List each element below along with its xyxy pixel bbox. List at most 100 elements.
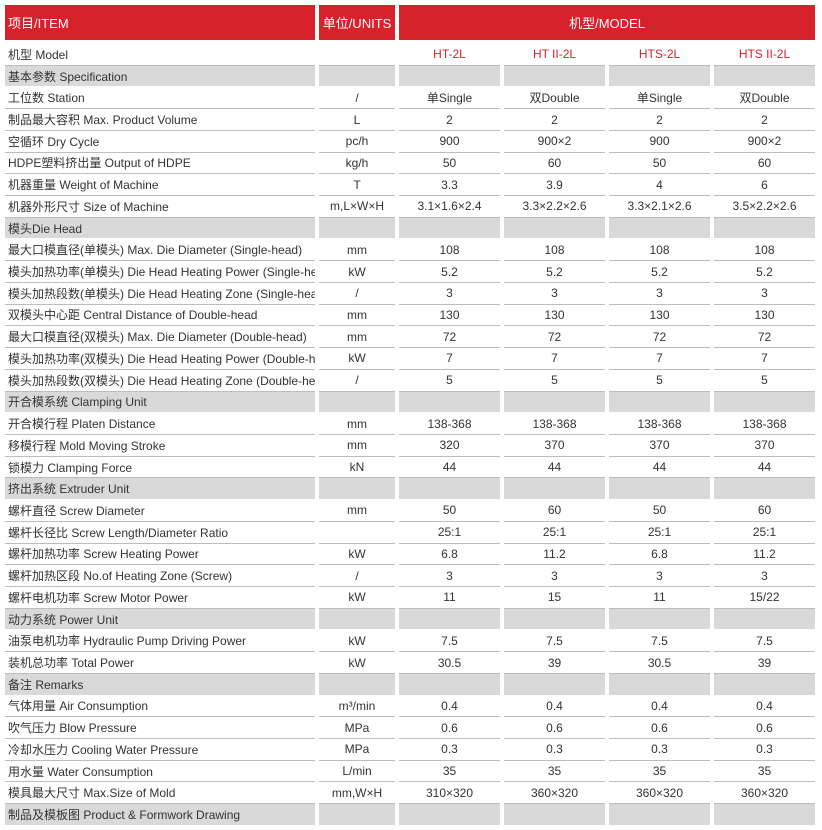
row-value: 72 (399, 326, 500, 349)
row-value: 360×320 (714, 782, 815, 805)
row-value: 370 (714, 435, 815, 457)
row-value: 0.6 (399, 717, 500, 740)
section-cell (399, 608, 500, 630)
row-unit: kW (319, 587, 395, 609)
row-value: 0.4 (504, 696, 605, 718)
row-value: 900 (609, 131, 710, 153)
row-value: 0.4 (399, 696, 500, 718)
header-model: 机型/MODEL (399, 5, 815, 40)
row-value: 0.3 (609, 739, 710, 761)
row-unit (319, 522, 395, 544)
row-value: 单Single (609, 87, 710, 110)
row-unit: mm (319, 435, 395, 457)
section-cell (609, 804, 710, 825)
row-value: 108 (504, 239, 605, 262)
row-label: 开合模行程 Platen Distance (5, 413, 315, 435)
row-value: 11.2 (504, 544, 605, 566)
row-value: 3.5×2.2×2.6 (714, 196, 815, 218)
row-label: HDPE塑料挤出量 Output of HDPE (5, 153, 315, 175)
row-value: 900 (399, 131, 500, 153)
row-value: 6.8 (609, 544, 710, 566)
row-value: 3 (609, 283, 710, 305)
row-unit: kg/h (319, 153, 395, 175)
row-value: 3 (504, 283, 605, 305)
row-label: 机型 Model (5, 44, 315, 66)
row-value: 130 (714, 305, 815, 327)
section-cell (504, 391, 605, 413)
row-unit: mm (319, 500, 395, 522)
section-label: 动力系统 Power Unit (5, 608, 315, 630)
row-value: 3.3×2.2×2.6 (504, 196, 605, 218)
row-value: 2 (504, 109, 605, 131)
row-value: 2 (609, 109, 710, 131)
row-value: 30.5 (399, 652, 500, 674)
section-cell (319, 804, 395, 825)
row-unit: mm (319, 239, 395, 262)
row-value: 130 (609, 305, 710, 327)
row-value: 2 (714, 109, 815, 131)
section-cell (319, 65, 395, 87)
row-unit: T (319, 174, 395, 197)
row-value: 3 (399, 283, 500, 305)
row-label: 空循环 Dry Cycle (5, 131, 315, 153)
row-value: 6 (714, 174, 815, 197)
row-unit: / (319, 565, 395, 587)
section-cell (714, 608, 815, 630)
row-label: 吹气压力 Blow Pressure (5, 717, 315, 740)
row-unit: mm (319, 413, 395, 435)
row-value: 0.3 (504, 739, 605, 761)
row-value: 7.5 (609, 630, 710, 653)
row-unit: mm,W×H (319, 782, 395, 805)
row-unit: kW (319, 652, 395, 674)
row-label: 油泵电机功率 Hydraulic Pump Driving Power (5, 630, 315, 653)
row-unit (319, 44, 395, 66)
row-unit: m,L×W×H (319, 196, 395, 218)
header-item: 项目/ITEM (5, 5, 315, 40)
row-value: 50 (399, 500, 500, 522)
row-label: 工位数 Station (5, 87, 315, 110)
row-value: 44 (504, 457, 605, 479)
row-value: 0.3 (399, 739, 500, 761)
section-cell (504, 65, 605, 87)
row-value: 25:1 (714, 522, 815, 544)
section-cell (399, 217, 500, 239)
row-label: 装机总功率 Total Power (5, 652, 315, 674)
row-unit: kW (319, 544, 395, 566)
row-value: 138-368 (609, 413, 710, 435)
row-unit: mm (319, 326, 395, 349)
row-value: 3 (714, 283, 815, 305)
row-unit: L/min (319, 761, 395, 783)
row-unit: kW (319, 261, 395, 283)
section-cell (714, 391, 815, 413)
row-value: 370 (609, 435, 710, 457)
row-label: 模头加热段数(双模头) Die Head Heating Zone (Doubl… (5, 370, 315, 392)
row-value: 双Double (714, 87, 815, 110)
section-label: 基本参数 Specification (5, 65, 315, 87)
section-cell (609, 217, 710, 239)
row-value: 4 (609, 174, 710, 197)
row-value: 3.1×1.6×2.4 (399, 196, 500, 218)
row-value: 60 (714, 153, 815, 175)
row-value: 7.5 (399, 630, 500, 653)
row-value: 44 (714, 457, 815, 479)
row-value: 3.3 (399, 174, 500, 197)
row-label: 移模行程 Mold Moving Stroke (5, 435, 315, 457)
row-value: 25:1 (504, 522, 605, 544)
section-label: 备注 Remarks (5, 673, 315, 695)
row-unit: / (319, 87, 395, 110)
row-value: 2 (399, 109, 500, 131)
row-value: 60 (504, 500, 605, 522)
row-label: 锁模力 Clamping Force (5, 457, 315, 479)
row-value: 72 (714, 326, 815, 349)
row-unit: / (319, 370, 395, 392)
row-value: 320 (399, 435, 500, 457)
row-label: 螺杆长径比 Screw Length/Diameter Ratio (5, 522, 315, 544)
row-label: 模具最大尺寸 Max.Size of Mold (5, 782, 315, 805)
row-label: 最大口模直径(双模头) Max. Die Diameter (Double-he… (5, 326, 315, 349)
row-value: 7 (714, 348, 815, 370)
row-value: 44 (609, 457, 710, 479)
row-value: 39 (504, 652, 605, 674)
row-value: 35 (714, 761, 815, 783)
row-value: 60 (714, 500, 815, 522)
row-value: 900×2 (504, 131, 605, 153)
